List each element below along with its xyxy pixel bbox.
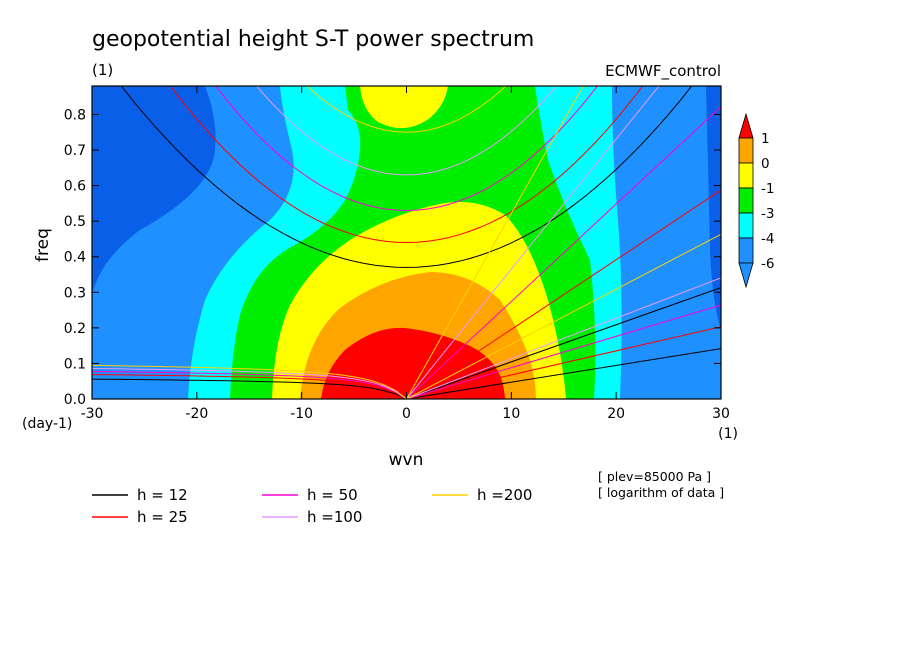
gravity-wave-curve [215, 86, 598, 212]
gravity-wave-curve [120, 86, 693, 268]
colorbar-label: -3 [761, 206, 774, 222]
colorbar-swatch [738, 237, 754, 264]
legend-label: h = 12 [137, 486, 188, 504]
x-tick-label: 0 [402, 406, 411, 422]
rossby-wave-curve [92, 368, 407, 399]
fill-band-dark-left [92, 86, 216, 295]
y-tick-label: 0.3 [64, 285, 86, 301]
chart-title: geopotential height S-T power spectrum [92, 27, 534, 52]
x-tick-label: -30 [81, 406, 104, 422]
y-tick-label: 0.6 [64, 179, 86, 195]
colorbar-label: -4 [761, 231, 774, 247]
colorbar-bottom-arrow [738, 262, 754, 289]
colorbar-label: 1 [761, 131, 770, 147]
rossby-wave-curve [92, 364, 407, 399]
plev-note: [ plev=85000 Pa ] [598, 469, 711, 484]
kelvin-wave-line [406, 348, 721, 399]
legend-label: h =200 [477, 486, 532, 504]
y-tick-label: 0.4 [64, 250, 86, 266]
source-label: ECMWF_control [605, 62, 721, 81]
x-tick-label: 20 [607, 406, 625, 422]
units-label: (1) [92, 61, 113, 79]
colorbar: 1 0 -1 -3 -4 -6 [738, 112, 774, 289]
colorbar-label: -1 [761, 181, 774, 197]
colorbar-swatch [738, 187, 754, 214]
kelvin-wave-line [406, 189, 721, 399]
kelvin-wave-line [406, 287, 721, 399]
x-tick-label: 10 [502, 406, 520, 422]
colorbar-label: -6 [761, 256, 774, 272]
y-tick-label: 0.8 [64, 107, 86, 123]
colorbar-swatch [738, 162, 754, 189]
y-tick-label: 0.5 [64, 214, 86, 230]
x-axis-label: wvn [389, 450, 424, 470]
kelvin-wave-line [406, 86, 660, 399]
x-units-label: (1) [718, 426, 738, 442]
kelvin-wave-line [406, 277, 721, 399]
x-tick-label: -20 [185, 406, 208, 422]
y-tick-label: 0.2 [64, 321, 86, 337]
legend-label: h = 50 [307, 486, 358, 504]
gravity-wave-curve [306, 86, 507, 133]
x-tick-label: -10 [290, 406, 313, 422]
y-tick-label: 0.0 [64, 392, 86, 408]
kelvin-wave-line [406, 86, 584, 399]
y-tick-label: 0.7 [64, 143, 86, 159]
legend-label: h = 25 [137, 508, 188, 526]
colorbar-top-arrow [738, 112, 754, 139]
y-units-label: (day-1) [22, 416, 72, 432]
colorbar-label: 0 [761, 156, 770, 172]
kelvin-wave-line [406, 326, 721, 399]
fill-band-minus1 [360, 86, 448, 129]
kelvin-wave-line [406, 304, 721, 399]
y-axis-label: freq [33, 228, 53, 262]
colorbar-swatch [738, 137, 754, 164]
kelvin-wave-line [406, 233, 721, 399]
fill-band-dark-right [706, 86, 721, 330]
kelvin-wave-line [406, 106, 721, 399]
rossby-wave-curve [92, 374, 407, 399]
x-tick-label: 30 [712, 406, 730, 422]
legend-label: h =100 [307, 508, 362, 526]
rossby-wave-curve [92, 371, 407, 399]
y-tick-label: 0.1 [64, 356, 86, 372]
axis-ticks: -30 -20 -10 0 10 20 30 0.0 0.1 0.2 0.3 0.4 0.5 0.6 0.7… [64, 86, 730, 422]
log-note: [ logarithm of data ] [598, 485, 724, 500]
gravity-wave-curve [255, 86, 558, 176]
dispersion-curves [92, 86, 721, 399]
gravity-wave-curve [169, 86, 644, 244]
colorbar-swatch [738, 212, 754, 239]
contour-field [92, 86, 721, 399]
rossby-wave-curve [92, 378, 407, 399]
curve-legend: h = 12 h = 25 h = 50 h =100 h =200 [92, 486, 532, 526]
